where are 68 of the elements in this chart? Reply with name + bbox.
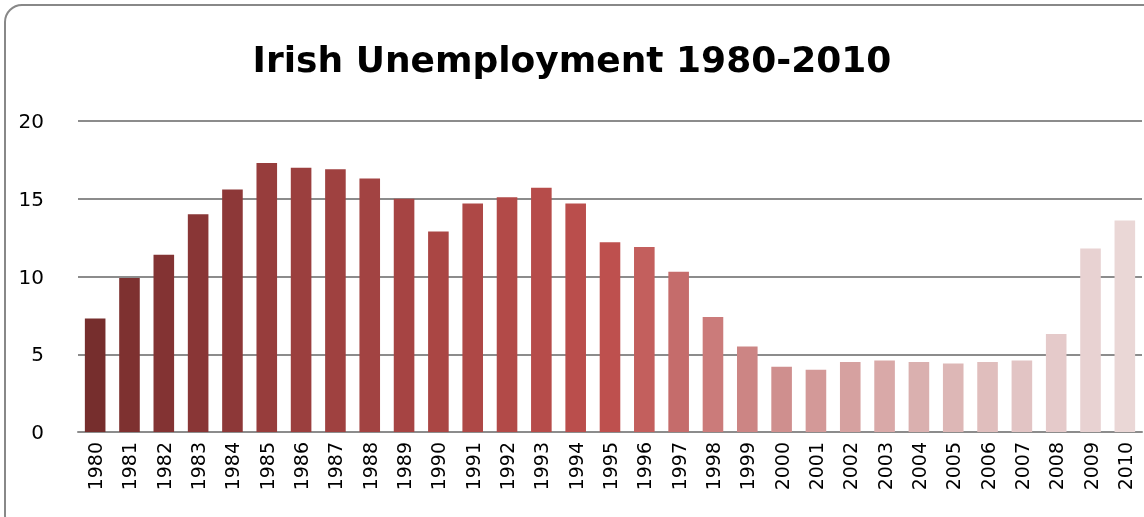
x-tick-label: 1999 — [736, 442, 759, 491]
bar — [1011, 360, 1033, 432]
bar — [325, 169, 346, 432]
x-tick-label: 1998 — [701, 442, 724, 491]
x-tick-label: 1986 — [290, 442, 313, 491]
x-tick-label: 1982 — [152, 442, 175, 491]
x-tick-label: 1996 — [633, 442, 656, 491]
y-tick-label: 0 — [31, 420, 44, 444]
x-tick-label: 1980 — [84, 442, 107, 491]
x-tick-label: 2009 — [1079, 442, 1102, 491]
bar — [187, 214, 209, 432]
bar — [1114, 220, 1136, 432]
x-tick-label: 1995 — [599, 442, 621, 491]
bar — [771, 366, 792, 432]
x-tick-label: 1987 — [324, 442, 347, 491]
x-tick-label: 1992 — [496, 442, 519, 491]
bar — [1045, 334, 1067, 432]
x-tick-label: 2002 — [839, 442, 862, 491]
bar — [222, 189, 243, 432]
bar — [359, 178, 381, 432]
x-tick-label: 1984 — [221, 442, 244, 491]
x-tick-label: 1993 — [530, 442, 553, 491]
x-tick-label: 2010 — [1113, 442, 1136, 491]
bar — [668, 271, 689, 432]
x-tick-label: 1983 — [187, 442, 210, 491]
bar — [428, 231, 449, 432]
bar — [119, 278, 140, 432]
bar — [599, 242, 621, 432]
x-tick-label: 2000 — [770, 442, 793, 491]
x-tick-label: 2001 — [804, 442, 827, 491]
bar — [84, 318, 106, 432]
bar — [908, 362, 930, 432]
bar — [839, 362, 861, 432]
bar — [290, 167, 312, 432]
bar — [496, 197, 518, 432]
bar — [736, 346, 758, 432]
bar — [256, 162, 278, 432]
bar — [942, 363, 964, 432]
y-tick-label: 20 — [18, 109, 44, 133]
bar — [977, 362, 998, 432]
bar — [805, 369, 827, 432]
bar — [393, 198, 415, 432]
bar — [874, 360, 895, 432]
bar — [702, 316, 724, 432]
x-tick-label: 2004 — [907, 442, 930, 491]
x-tick-label: 2007 — [1010, 442, 1033, 491]
bar — [462, 203, 484, 432]
bar — [153, 254, 175, 432]
x-tick-label: 1990 — [427, 442, 450, 491]
x-tick-label: 1989 — [393, 442, 416, 491]
x-tick-label: 1994 — [564, 442, 587, 491]
bar — [565, 203, 586, 432]
x-tick-label: 2008 — [1045, 442, 1068, 491]
x-tick-label: 1981 — [118, 442, 141, 491]
bar — [1080, 248, 1101, 432]
x-tick-label: 2006 — [976, 442, 999, 491]
y-tick-label: 5 — [31, 342, 44, 367]
chart-title: Irish Unemployment 1980-2010 — [252, 38, 892, 80]
x-tick-label: 1988 — [358, 442, 381, 491]
x-tick-label: 2005 — [942, 442, 965, 491]
x-tick-label: 2003 — [873, 442, 896, 491]
y-tick-label: 10 — [18, 264, 44, 289]
y-tick-label: 15 — [18, 186, 44, 211]
x-tick-label: 1997 — [667, 442, 690, 491]
x-tick-label: 1985 — [255, 442, 278, 491]
x-tick-label: 1991 — [461, 442, 484, 491]
bar — [634, 246, 655, 432]
bar — [531, 187, 552, 432]
